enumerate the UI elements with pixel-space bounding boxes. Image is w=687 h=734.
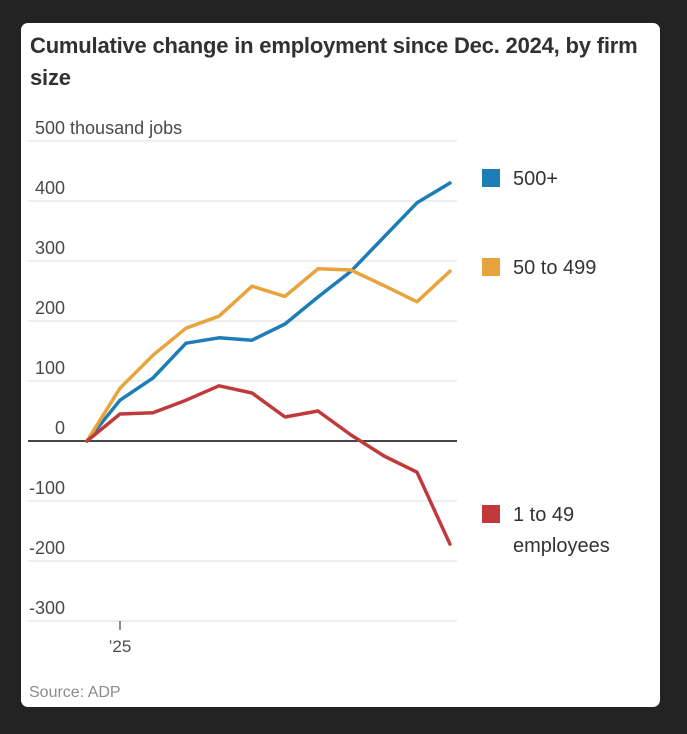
x-axis-tick-label: ’25 [109,637,132,656]
y-axis-tick-label: 100 [35,358,65,378]
y-axis-tick-label: -200 [29,538,65,558]
source-note: Source: ADP [29,684,121,701]
y-axis-tick-label: 0 [55,418,65,438]
y-axis-tick-label: 300 [35,238,65,258]
series-line-50-to-499 [85,267,452,443]
legend-swatch-50-to-499-icon [482,258,500,276]
chart-title: Cumulative change in employment since De… [30,33,638,90]
y-axis-unit-label: 500 thousand jobs [35,118,182,138]
legend-item-500-plus: 500+ [482,164,645,195]
legend-item-50-to-499: 50 to 499 [482,253,645,284]
legend-label-1-to-49: 1 to 49 employees [513,504,610,557]
line-chart-plot-area: 500 thousand jobs 400 300 200 100 0 -100 -200 -3… [28,118,457,656]
legend-label-50-to-499: 50 to 499 [513,257,597,279]
y-axis-tick-label: -300 [29,598,65,618]
series-line-500 [85,181,452,443]
series-line-1-to-49-employees [85,384,452,546]
y-axis-tick-label: -100 [29,478,65,498]
chart-card: Cumulative change in employment since De… [21,23,660,707]
legend-label-500-plus: 500+ [513,168,559,190]
legend-swatch-500-plus-icon [482,169,500,187]
legend-swatch-1-to-49-icon [482,505,500,523]
y-axis-tick-label: 200 [35,298,65,318]
legend-item-1-to-49: 1 to 49 employees [482,500,645,562]
y-axis-tick-label: 400 [35,178,65,198]
